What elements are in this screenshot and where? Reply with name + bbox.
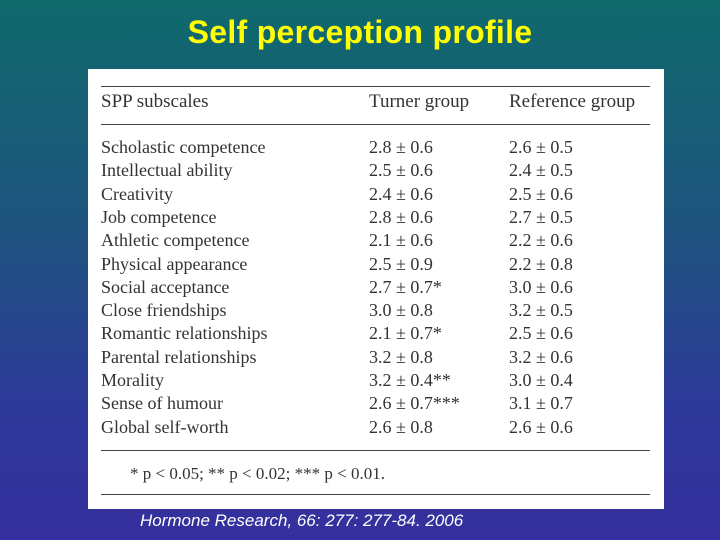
row-subscale: Intellectual ability xyxy=(101,160,233,181)
row-turner-value: 2.6 ± 0.8 xyxy=(369,416,433,437)
row-subscale: Sense of humour xyxy=(101,393,223,414)
row-turner-value: 2.5 ± 0.9 xyxy=(369,253,433,274)
row-turner-value: 2.5 ± 0.6 xyxy=(369,160,433,181)
row-reference-value: 2.2 ± 0.8 xyxy=(509,253,573,274)
header-subscales: SPP subscales xyxy=(101,91,209,112)
table-bottom-rule xyxy=(101,450,650,451)
row-turner-value: 2.1 ± 0.6 xyxy=(369,230,433,251)
row-subscale: Romantic relationships xyxy=(101,323,268,344)
row-turner-value: 2.8 ± 0.6 xyxy=(369,137,433,157)
row-turner-value: 2.1 ± 0.7* xyxy=(369,323,442,344)
row-reference-value: 2.5 ± 0.6 xyxy=(509,323,573,344)
row-turner-value: 2.7 ± 0.7* xyxy=(369,276,442,297)
row-subscale: Creativity xyxy=(101,183,173,204)
row-turner-value: 2.8 ± 0.6 xyxy=(369,206,433,227)
slide-title: Self perception profile xyxy=(187,14,533,50)
row-reference-value: 2.4 ± 0.5 xyxy=(509,160,573,181)
row-subscale: Social acceptance xyxy=(101,276,230,297)
row-turner-value: 3.2 ± 0.4** xyxy=(369,370,451,390)
row-turner-value: 2.6 ± 0.7*** xyxy=(369,393,460,414)
row-subscale: Parental relationships xyxy=(101,346,257,367)
row-reference-value: 2.5 ± 0.6 xyxy=(509,183,573,204)
row-reference-value: 2.6 ± 0.6 xyxy=(509,416,573,437)
row-reference-value: 3.1 ± 0.7 xyxy=(509,393,573,414)
row-turner-value: 2.4 ± 0.6 xyxy=(369,183,433,204)
header-turner-group: Turner group xyxy=(369,91,470,112)
row-subscale: Job competence xyxy=(101,206,217,227)
row-turner-value: 3.0 ± 0.8 xyxy=(369,300,433,321)
row-reference-value: 2.6 ± 0.5 xyxy=(509,137,573,157)
row-subscale: Athletic competence xyxy=(101,230,250,251)
results-table: SPP subscales Turner group Reference gro… xyxy=(88,69,664,509)
row-turner-value: 3.2 ± 0.8 xyxy=(369,346,433,367)
row-subscale: Close friendships xyxy=(101,300,227,321)
row-reference-value: 2.7 ± 0.5 xyxy=(509,206,573,227)
row-subscale: Physical appearance xyxy=(101,253,248,274)
table-footnote: * p < 0.05; ** p < 0.02; *** p < 0.01. xyxy=(130,464,385,483)
table-top-rule xyxy=(101,86,650,87)
row-reference-value: 3.2 ± 0.5 xyxy=(509,300,573,321)
row-reference-value: 3.2 ± 0.6 xyxy=(509,346,573,367)
row-subscale: Scholastic competence xyxy=(101,137,266,157)
table-header-rule xyxy=(101,124,650,125)
row-subscale: Morality xyxy=(101,370,164,390)
row-reference-value: 3.0 ± 0.6 xyxy=(509,276,573,297)
header-reference-group: Reference group xyxy=(509,91,636,112)
row-subscale: Global self-worth xyxy=(101,416,229,437)
row-reference-value: 3.0 ± 0.4 xyxy=(509,370,573,390)
footnote-rule xyxy=(101,494,650,495)
row-reference-value: 2.2 ± 0.6 xyxy=(509,230,573,251)
citation: Hormone Research, 66: 277: 277-84. 2006 xyxy=(140,511,464,530)
